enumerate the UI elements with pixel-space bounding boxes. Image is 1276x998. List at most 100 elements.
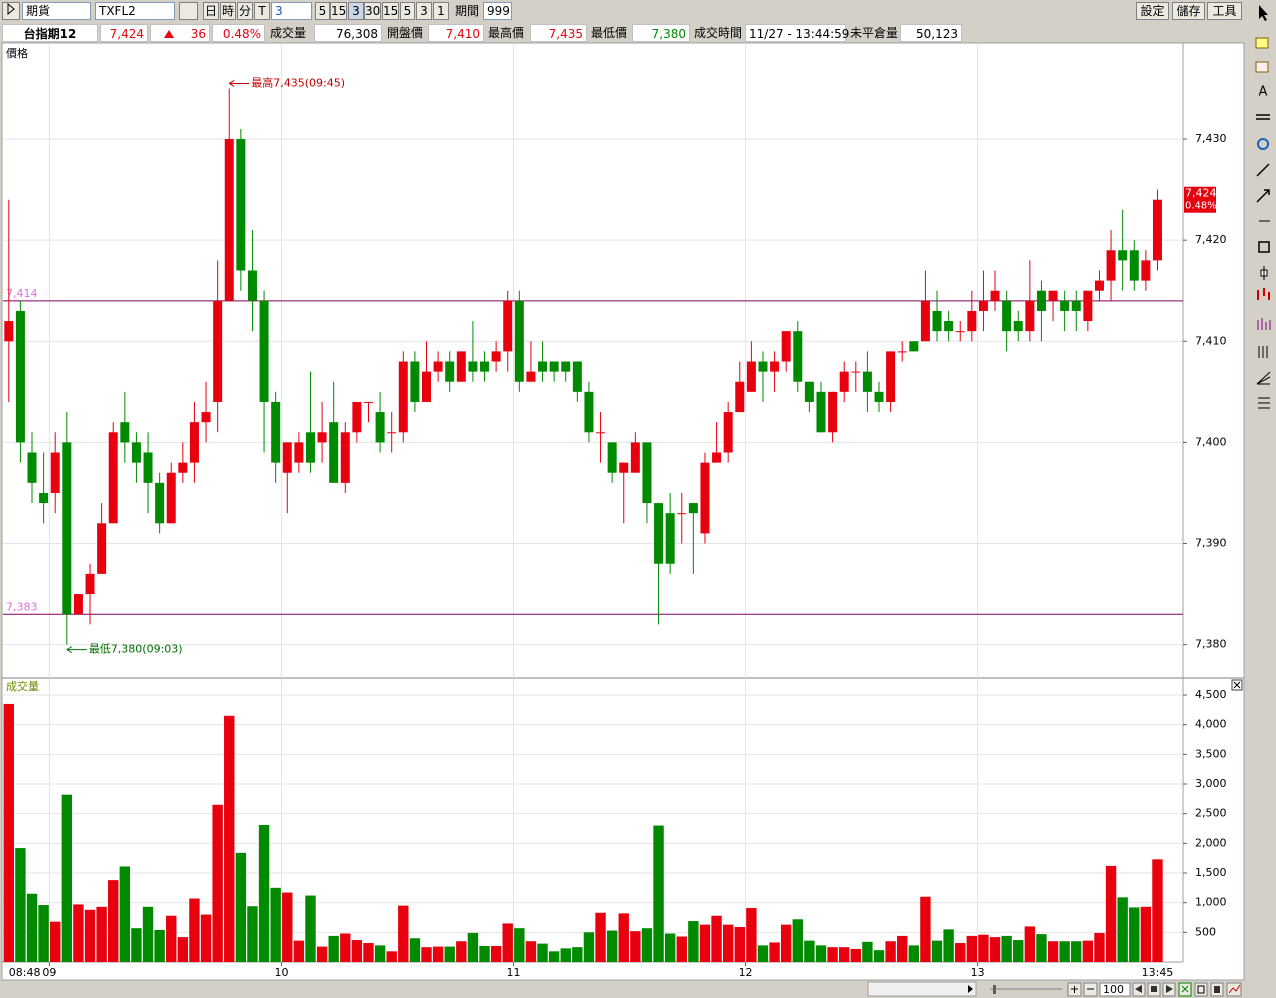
interval-button[interactable]: 3: [416, 2, 432, 20]
candle-body: [62, 442, 72, 615]
candle-body: [793, 331, 803, 382]
action-button[interactable]: 設定: [1136, 2, 1169, 20]
period-button[interactable]: 分: [237, 2, 253, 20]
volume-bar: [525, 941, 537, 962]
volume-bar: [978, 934, 989, 962]
y-tick-label: 1,500: [1195, 866, 1227, 879]
fib-tool[interactable]: [1257, 138, 1269, 150]
candle-body: [955, 331, 965, 333]
rect-tool[interactable]: [1258, 241, 1270, 253]
interval-button[interactable]: 30: [364, 2, 381, 20]
volume-bar: [467, 932, 479, 962]
volume-bar: [305, 895, 316, 962]
volume-bar: [699, 924, 711, 962]
volume-bar: [1001, 935, 1012, 962]
compare-tool[interactable]: [1257, 288, 1270, 300]
candle-body: [340, 432, 350, 483]
volume-bar: [1071, 941, 1082, 962]
volume-bar: [502, 923, 513, 962]
volume-bar: [26, 893, 38, 962]
candle-body: [944, 321, 954, 332]
candle-body: [828, 391, 838, 433]
volume-bar: [1082, 940, 1094, 962]
line-tool[interactable]: [1256, 163, 1270, 177]
quote-value: 11/27 - 13:44:59: [745, 24, 849, 42]
candle-body: [73, 594, 83, 615]
play-button[interactable]: [2, 2, 20, 20]
quote-change: 36: [190, 27, 206, 41]
close-pane-button[interactable]: [1231, 679, 1243, 691]
volume-bar: [1047, 941, 1059, 962]
volume-bar: [1059, 941, 1070, 962]
action-button[interactable]: 儲存: [1172, 2, 1205, 20]
symbol-select[interactable]: TXFL2: [95, 2, 175, 20]
candle-tool[interactable]: [1260, 266, 1268, 280]
period-button[interactable]: 日: [203, 2, 219, 20]
volume-bar: [1140, 906, 1152, 962]
quote-value: 76,308: [314, 24, 382, 42]
period-button[interactable]: 時: [220, 2, 236, 20]
candle-body: [491, 351, 501, 362]
candle-body: [654, 503, 664, 564]
right-toolbar: A: [1245, 0, 1276, 998]
candle-body: [816, 391, 826, 433]
fan-tool[interactable]: [1256, 371, 1271, 385]
volume-bar: [885, 941, 896, 962]
volume-bar: [1152, 859, 1163, 962]
volume-bar: [514, 928, 525, 962]
candle-body: [1106, 250, 1116, 281]
volume-bar: [456, 941, 467, 962]
period-select[interactable]: 3: [271, 2, 312, 20]
volume-bar: [711, 915, 722, 962]
volume-bar: [746, 908, 757, 962]
volume-bar: [15, 848, 26, 962]
candle-body: [862, 371, 872, 392]
candle-body: [259, 300, 269, 402]
interval-button[interactable]: 5: [315, 2, 330, 20]
period-tool[interactable]: [1258, 346, 1268, 358]
candle-body: [433, 361, 443, 372]
market-select[interactable]: 期貨: [22, 2, 91, 20]
volume-bar: [1105, 865, 1117, 962]
volume-bar: [340, 933, 351, 962]
candle-body: [990, 290, 1000, 301]
period-button[interactable]: T: [254, 2, 270, 20]
candle-body: [317, 432, 327, 443]
interval-button[interactable]: 15: [382, 2, 399, 20]
interval-button[interactable]: 1: [433, 2, 449, 20]
volume-bar: [119, 866, 131, 962]
interval-button[interactable]: 5: [400, 2, 415, 20]
candle-body: [1152, 199, 1162, 261]
text-tool[interactable]: A: [1259, 85, 1268, 100]
volume-bar: [212, 804, 223, 962]
search-button[interactable]: [179, 2, 198, 20]
candle-body: [213, 300, 223, 402]
x-range-label: 13:45: [1142, 966, 1174, 979]
range-input[interactable]: 999: [483, 2, 512, 20]
marker-tool[interactable]: [1255, 37, 1269, 49]
arrow-tool[interactable]: [1256, 189, 1270, 203]
volume-bar: [757, 945, 769, 962]
eraser-tool[interactable]: [1255, 61, 1269, 73]
action-button[interactable]: 工具: [1207, 2, 1242, 20]
candle-body: [456, 351, 466, 382]
volume-bar: [722, 924, 734, 962]
zoom-value[interactable]: 100: [1103, 983, 1124, 996]
last-price-label: 7,424: [1185, 187, 1217, 200]
interval-button[interactable]: 3: [348, 2, 364, 20]
range-value: 999: [487, 4, 510, 18]
volume-tool[interactable]: [1257, 318, 1271, 330]
levels-tool[interactable]: [1258, 397, 1270, 409]
hline-tool[interactable]: [1256, 114, 1270, 120]
volume-bar: [444, 946, 455, 962]
candle-body: [1129, 250, 1139, 281]
y-tick-label: 7,410: [1195, 334, 1227, 347]
candle-body: [39, 492, 49, 504]
pointer-tool[interactable]: [1259, 5, 1268, 21]
scrollbar[interactable]: [867, 981, 1242, 997]
volume-bar: [293, 940, 305, 962]
y-tick-label: 4,000: [1195, 718, 1227, 731]
price-pane-title: 價格: [6, 46, 28, 60]
candle-body: [4, 321, 14, 342]
interval-button[interactable]: 15: [330, 2, 347, 20]
